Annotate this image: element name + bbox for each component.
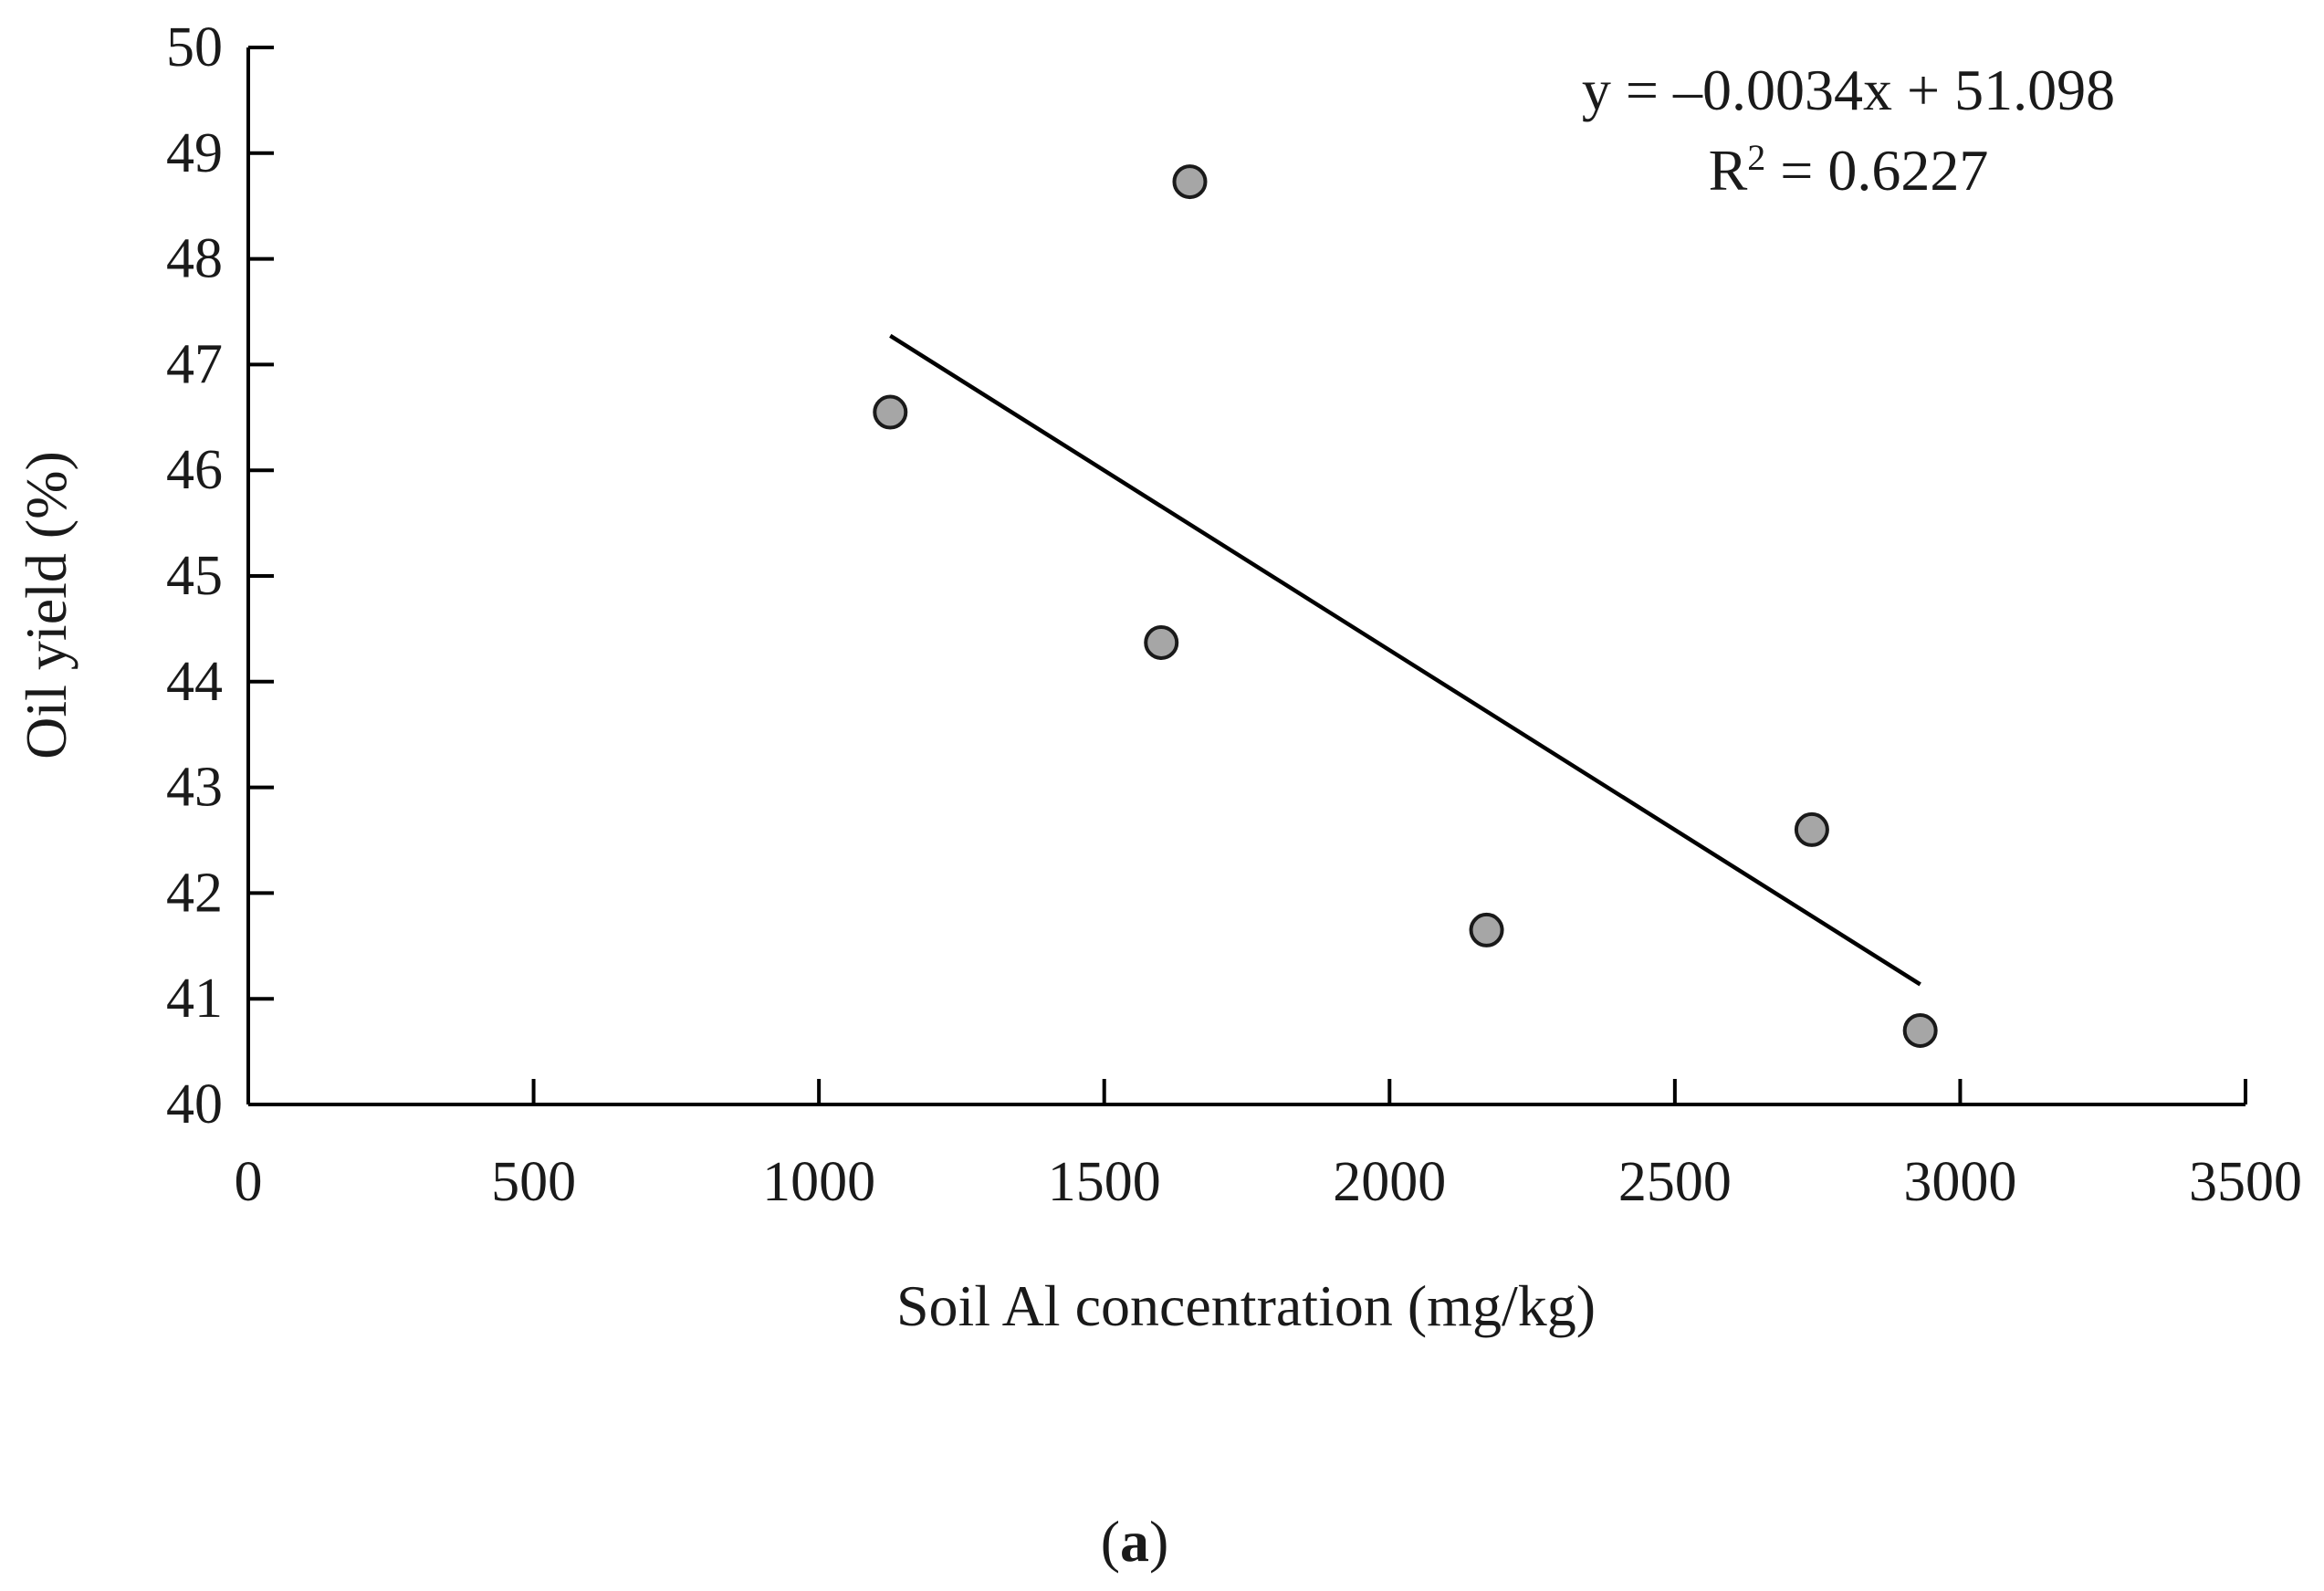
r-squared-superscript: 2 xyxy=(1747,137,1765,178)
y-tick-label: 40 xyxy=(166,1073,223,1136)
y-axis-ticks: 40 41 42 43 44 45 46 47 48 49 50 xyxy=(166,16,274,1136)
data-point xyxy=(1172,164,1208,200)
x-tick-label: 1000 xyxy=(762,1151,875,1213)
data-point xyxy=(873,394,908,430)
x-tick-label: 2000 xyxy=(1333,1151,1446,1213)
y-tick-label: 45 xyxy=(166,545,223,607)
y-tick-label: 50 xyxy=(166,16,223,79)
data-points xyxy=(873,164,1938,1048)
x-axis-title: Soil Al concentration (mg/kg) xyxy=(896,1273,1596,1338)
x-axis-ticks: 0 500 1000 1500 2000 2500 3000 3500 xyxy=(235,1079,2302,1213)
y-axis-title: Oil yield (%) xyxy=(14,451,79,759)
x-tick-label: 0 xyxy=(235,1151,263,1213)
y-tick-label: 41 xyxy=(166,968,223,1030)
y-tick-label: 42 xyxy=(166,862,223,924)
x-tick-label: 3500 xyxy=(2189,1151,2302,1213)
x-tick-label: 2500 xyxy=(1618,1151,1732,1213)
y-tick-label: 49 xyxy=(166,122,223,184)
data-point xyxy=(1144,624,1179,660)
x-tick-label: 500 xyxy=(491,1151,576,1213)
data-point xyxy=(1902,1012,1938,1048)
panel-label: (a) xyxy=(1101,1509,1169,1574)
y-tick-label: 48 xyxy=(166,228,223,290)
trendline-equation: y = –0.0034x + 51.098 xyxy=(1582,58,2115,122)
y-tick-label: 43 xyxy=(166,757,223,819)
y-tick-label: 44 xyxy=(166,651,223,713)
panel-letter: a xyxy=(1120,1509,1149,1574)
y-tick-label: 47 xyxy=(166,333,223,395)
trendline xyxy=(889,333,1921,987)
data-point xyxy=(1794,811,1829,847)
axes xyxy=(246,47,2245,1106)
y-tick-label: 46 xyxy=(166,439,223,501)
r-squared-label: R2 = 0.6227 xyxy=(1709,137,1989,204)
data-point xyxy=(1469,912,1504,947)
r-squared-value: = 0.6227 xyxy=(1765,138,1988,203)
r-squared-prefix: R xyxy=(1709,138,1748,203)
x-tick-label: 3000 xyxy=(1903,1151,2016,1213)
x-tick-label: 1500 xyxy=(1048,1151,1161,1213)
